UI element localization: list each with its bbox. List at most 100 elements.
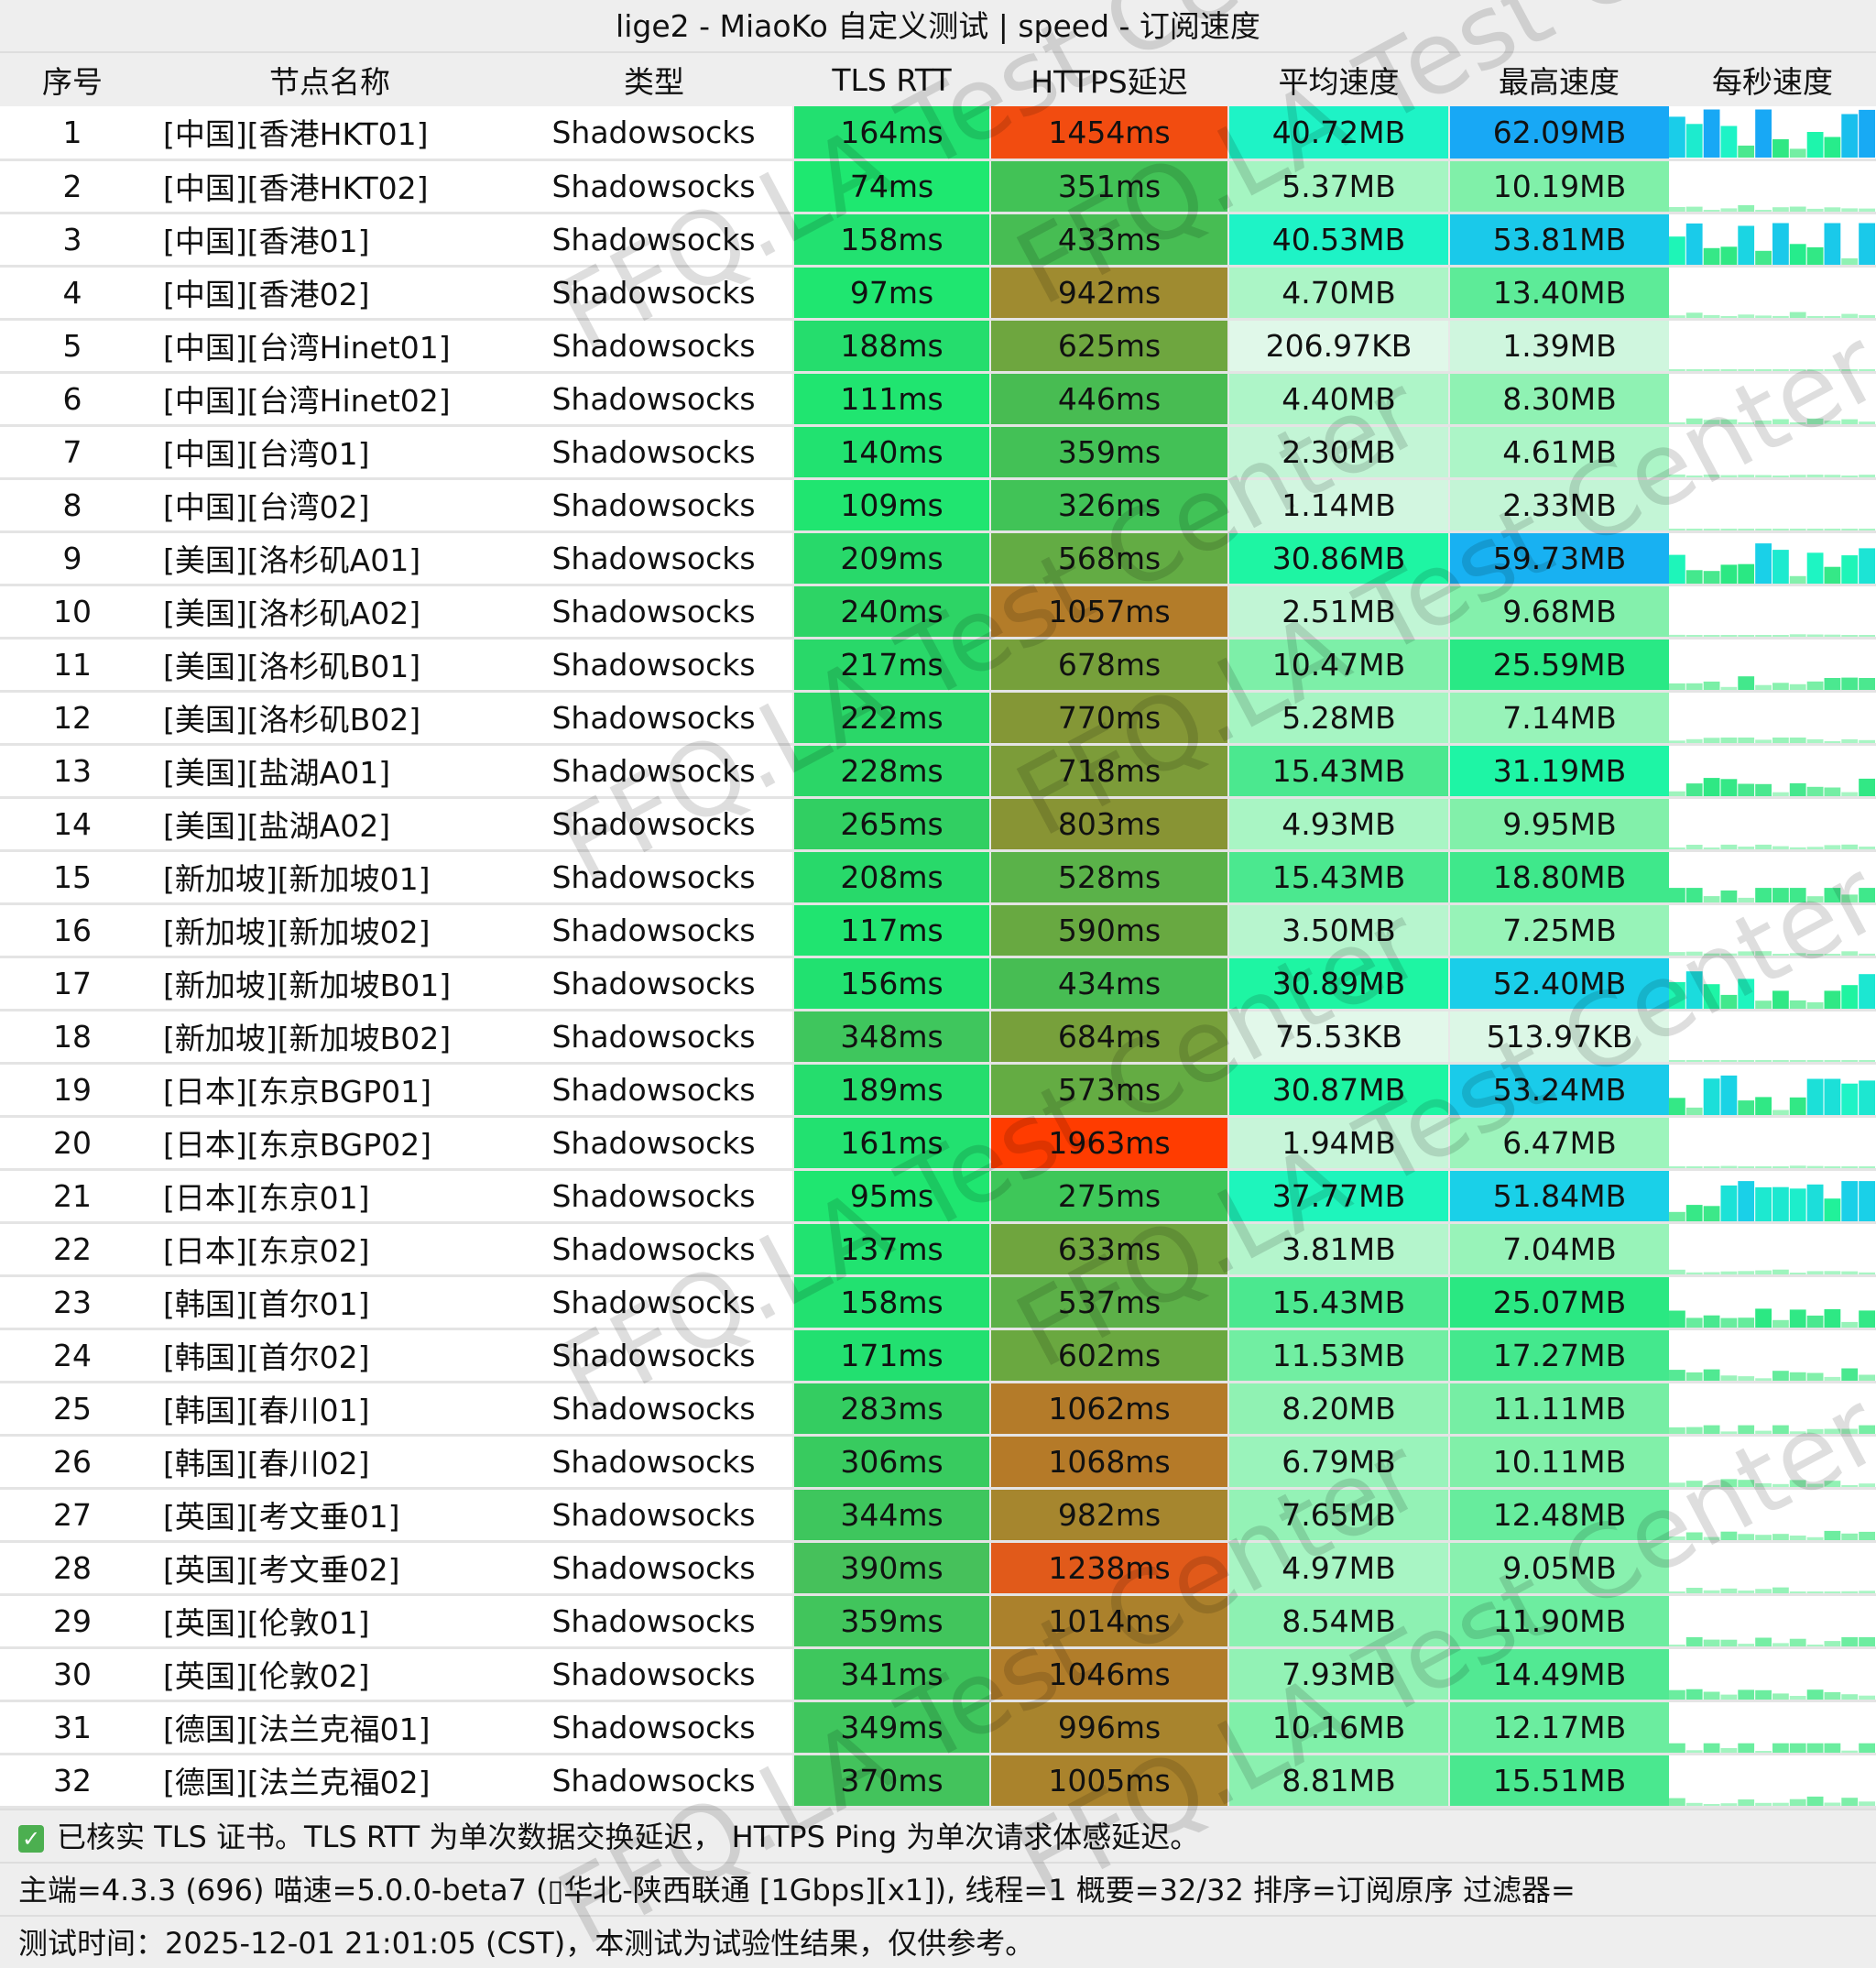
table-row[interactable]: 17 [新加坡][新加坡B01] Shadowsocks 156ms 434ms 30.8…: [0, 957, 1876, 1011]
https-latency: 537ms: [989, 1275, 1228, 1330]
sparkline-bar: [1825, 1591, 1841, 1593]
https-latency: 1454ms: [989, 106, 1228, 161]
table-row[interactable]: 15 [新加坡][新加坡01] Shadowsocks 208ms 528ms 15.43…: [0, 850, 1876, 905]
footer: ✓ 已核实 TLS 证书。TLS RTT 为单次数据交换延迟， HTTPS Pin…: [0, 1808, 1876, 1968]
sparkline-bar: [1685, 634, 1703, 635]
sparkline-bar: [1738, 1590, 1755, 1591]
sparkline-bar: [1720, 1531, 1738, 1538]
https-latency: 446ms: [989, 372, 1228, 427]
col-index[interactable]: 序号: [0, 53, 145, 106]
sparkline-bar: [1669, 1591, 1685, 1593]
node-name: [新加坡][新加坡B01]: [145, 957, 515, 1011]
node-name: [美国][洛杉矶B01]: [145, 638, 515, 693]
sparkline-bar: [1789, 528, 1806, 529]
sparkline-bar: [1669, 1481, 1685, 1485]
table-row[interactable]: 28 [英国][考文垂02] Shadowsocks 390ms 1238ms 4.97M…: [0, 1541, 1876, 1596]
sparkline-bar: [1738, 897, 1755, 901]
sparkline-bar: [1685, 1749, 1703, 1751]
table-row[interactable]: 4 [中国][香港02] Shadowsocks 97ms 942ms 4.70MB 13.…: [0, 266, 1876, 321]
table-row[interactable]: 3 [中国][香港01] Shadowsocks 158ms 433ms 40.53MB 5…: [0, 213, 1876, 268]
table-row[interactable]: 6 [中国][台湾Hinet02] Shadowsocks 111ms 446ms 4.4…: [0, 372, 1876, 427]
speed-sparkline: [1669, 638, 1876, 693]
table-row[interactable]: 21 [日本][东京01] Shadowsocks 95ms 275ms 37.77MB 5…: [0, 1169, 1876, 1224]
table-row[interactable]: 25 [韩国][春川01] Shadowsocks 283ms 1062ms 8.20MB…: [0, 1382, 1876, 1437]
sparkline-bar: [1703, 895, 1720, 901]
sparkline-bar: [1685, 368, 1703, 369]
sparkline-bar: [1859, 1180, 1875, 1219]
sparkline-bar: [1738, 675, 1755, 688]
table-row[interactable]: 11 [美国][洛杉矶B01] Shadowsocks 217ms 678ms 10.47…: [0, 638, 1876, 693]
sparkline-bar: [1685, 1165, 1703, 1166]
table-row[interactable]: 24 [韩国][首尔02] Shadowsocks 171ms 602ms 11.53MB…: [0, 1328, 1876, 1383]
table-row[interactable]: 29 [英国][伦敦01] Shadowsocks 359ms 1014ms 8.54MB…: [0, 1594, 1876, 1649]
speed-sparkline: [1669, 1647, 1876, 1702]
avg-speed: 30.87MB: [1227, 1063, 1449, 1118]
checkbox-checked-icon[interactable]: ✓: [18, 1824, 44, 1853]
sparkline-bar: [1841, 1428, 1859, 1432]
table-row[interactable]: 16 [新加坡][新加坡02] Shadowsocks 117ms 590ms 3.50M…: [0, 903, 1876, 958]
table-row[interactable]: 10 [美国][洛杉矶A02] Shadowsocks 240ms 1057ms 2.51…: [0, 585, 1876, 640]
table-row[interactable]: 13 [美国][盐湖A01] Shadowsocks 228ms 718ms 15.43M…: [0, 744, 1876, 799]
col-node-name[interactable]: 节点名称: [145, 53, 515, 106]
table-row[interactable]: 1 [中国][香港HKT01] Shadowsocks 164ms 1454ms 40.7…: [0, 106, 1876, 161]
table-row[interactable]: 19 [日本][东京BGP01] Shadowsocks 189ms 573ms 30.8…: [0, 1063, 1876, 1118]
table-row[interactable]: 2 [中国][香港HKT02] Shadowsocks 74ms 351ms 5.37MB…: [0, 159, 1876, 214]
col-avg-speed[interactable]: 平均速度: [1228, 53, 1449, 106]
https-latency: 602ms: [989, 1328, 1228, 1383]
sparkline-bar: [1859, 887, 1875, 901]
sparkline-bar: [1685, 418, 1703, 422]
https-latency: 1062ms: [989, 1382, 1228, 1437]
table-row[interactable]: 27 [英国][考文垂01] Shadowsocks 344ms 982ms 7.65MB…: [0, 1488, 1876, 1543]
table-row[interactable]: 14 [美国][盐湖A02] Shadowsocks 265ms 803ms 4.93MB…: [0, 797, 1876, 852]
table-row[interactable]: 12 [美国][洛杉矶B02] Shadowsocks 222ms 770ms 5.28M…: [0, 691, 1876, 746]
tls-rtt: 344ms: [792, 1488, 990, 1543]
table-row[interactable]: 26 [韩国][春川02] Shadowsocks 306ms 1068ms 6.79MB…: [0, 1435, 1876, 1490]
row-index: 17: [0, 957, 145, 1011]
sparkline-bar: [1789, 1097, 1806, 1113]
table-row[interactable]: 20 [日本][东京BGP02] Shadowsocks 161ms 1963ms 1.9…: [0, 1116, 1876, 1171]
tls-rtt: 222ms: [792, 691, 990, 746]
sparkline-bar: [1824, 1059, 1841, 1060]
table-row[interactable]: 32 [德国][法兰克福02] Shadowsocks 370ms 1005ms 8.81…: [0, 1754, 1876, 1809]
col-per-second-speed[interactable]: 每秒速度: [1669, 53, 1876, 106]
col-tls-rtt[interactable]: TLS RTT: [793, 53, 990, 106]
tls-rtt: 74ms: [792, 159, 990, 214]
sparkline-bar: [1841, 844, 1859, 847]
row-index: 8: [0, 478, 145, 533]
sparkline-bar: [1806, 895, 1824, 901]
col-max-speed[interactable]: 最高速度: [1449, 53, 1669, 106]
row-index: 27: [0, 1488, 145, 1543]
speed-sparkline: [1669, 1010, 1876, 1065]
sparkline-bar: [1859, 846, 1875, 847]
sparkline-bar: [1772, 1165, 1789, 1166]
https-latency: 433ms: [989, 213, 1228, 268]
max-speed: 8.30MB: [1448, 372, 1669, 427]
sparkline-bar: [1669, 474, 1685, 476]
node-type: Shadowsocks: [515, 531, 793, 586]
table-row[interactable]: 7 [中国][台湾01] Shadowsocks 140ms 359ms 2.30MB 4.…: [0, 425, 1876, 480]
table-row[interactable]: 9 [美国][洛杉矶A01] Shadowsocks 209ms 568ms 30.86M…: [0, 531, 1876, 586]
row-index: 29: [0, 1594, 145, 1649]
sparkline-bar: [1789, 1272, 1806, 1273]
sparkline-bar: [1720, 368, 1738, 369]
table-row[interactable]: 22 [日本][东京02] Shadowsocks 137ms 633ms 3.81MB 7…: [0, 1222, 1876, 1277]
https-latency: 1068ms: [989, 1435, 1228, 1490]
table-row[interactable]: 18 [新加坡][新加坡B02] Shadowsocks 348ms 684ms 75.5…: [0, 1010, 1876, 1065]
table-row[interactable]: 31 [德国][法兰克福01] Shadowsocks 349ms 996ms 10.16…: [0, 1700, 1876, 1755]
table-row[interactable]: 30 [英国][伦敦02] Shadowsocks 341ms 1046ms 7.93MB…: [0, 1647, 1876, 1702]
table-row[interactable]: 23 [韩国][首尔01] Shadowsocks 158ms 537ms 15.43MB…: [0, 1275, 1876, 1330]
sparkline-bar: [1806, 1536, 1824, 1538]
max-speed: 2.33MB: [1448, 478, 1669, 533]
sparkline-bar: [1685, 844, 1703, 847]
sparkline-bar: [1755, 1165, 1772, 1166]
tls-note-text: 已核实 TLS 证书。TLS RTT 为单次数据交换延迟， HTTPS Ping…: [57, 1819, 1200, 1854]
speed-sparkline: [1669, 744, 1876, 799]
avg-speed: 4.93MB: [1227, 797, 1449, 852]
table-row[interactable]: 8 [中国][台湾02] Shadowsocks 109ms 326ms 1.14MB 2.…: [0, 478, 1876, 533]
table-row[interactable]: 5 [中国][台湾Hinet01] Shadowsocks 188ms 625ms 206…: [0, 319, 1876, 374]
col-type[interactable]: 类型: [515, 53, 793, 106]
sparkline-bar: [1772, 682, 1789, 688]
col-https-latency[interactable]: HTTPS延迟: [990, 53, 1228, 106]
max-speed: 9.68MB: [1448, 585, 1669, 640]
sparkline-bar: [1824, 368, 1841, 369]
